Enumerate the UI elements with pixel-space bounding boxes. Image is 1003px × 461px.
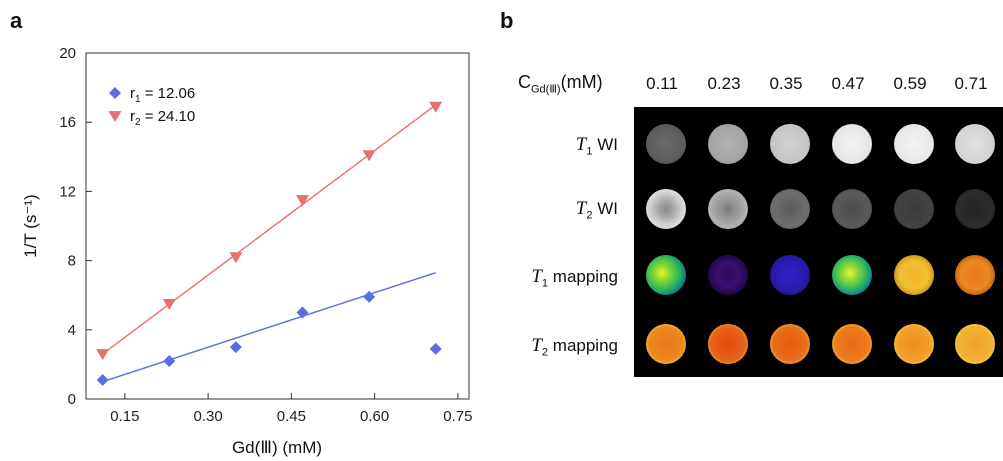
row-label-t1-wi: T1 WI <box>575 134 618 158</box>
phantom-t2wi-3 <box>832 189 872 229</box>
x-tick-label-4: 0.75 <box>443 408 472 425</box>
y-tick-label-4: 16 <box>59 114 76 131</box>
phantom-t1map-3 <box>832 255 872 295</box>
conc-0: 0.11 <box>646 74 678 93</box>
phantom-t2wi-1 <box>708 189 748 229</box>
phantom-t2wi-2 <box>770 189 810 229</box>
row-label-t2-mapping: T2 mapping <box>531 335 618 359</box>
y-tick-label-5: 20 <box>59 45 76 62</box>
phantom-t1wi-0 <box>646 124 686 164</box>
phantom-t1map-1 <box>708 255 748 295</box>
row-label-t1-mapping: T1 mapping <box>531 266 618 290</box>
phantom-t2map-4 <box>894 324 934 364</box>
phantom-t2map-1 <box>708 324 748 364</box>
panel-a-label: a <box>10 8 23 33</box>
conc-4: 0.59 <box>893 74 927 93</box>
phantom-t2wi-0 <box>646 189 686 229</box>
point-series-1-5 <box>429 101 443 113</box>
point-series-1-3 <box>295 195 309 207</box>
point-series-0-5 <box>429 342 442 355</box>
y-tick-label-1: 4 <box>68 322 76 339</box>
point-series-0-2 <box>229 341 242 354</box>
legend-marker-r2 <box>108 111 122 123</box>
mri-image-panel <box>634 107 1003 377</box>
x-tick-label-3: 0.60 <box>360 408 389 425</box>
y-tick-label-2: 8 <box>68 253 76 270</box>
relaxivity-chart: 0.15 0.30 0.45 0.60 0.75 0 4 8 12 16 20 Gd(Ⅲ) (mM)… <box>21 45 473 457</box>
phantom-t1map-4 <box>894 255 934 295</box>
point-series-1-0 <box>96 349 110 361</box>
point-series-1-1 <box>162 298 176 311</box>
phantom-t1wi-1 <box>708 124 748 164</box>
point-series-0-1 <box>163 354 176 367</box>
phantom-t1wi-2 <box>770 124 810 164</box>
conc-3: 0.47 <box>831 74 865 93</box>
phantom-t2map-5 <box>955 324 995 364</box>
axis-ticks: 0.15 0.30 0.45 0.60 0.75 0 4 8 12 16 20 <box>59 45 472 425</box>
phantom-t1map-0 <box>646 255 686 295</box>
legend-label-r2: r2 = 24.10 <box>130 108 195 128</box>
fit-line-series-1 <box>102 104 437 355</box>
phantom-t2map-3 <box>832 324 872 364</box>
phantom-t1wi-3 <box>832 124 872 164</box>
concentration-header: CGd(Ⅲ)(mM) <box>518 72 603 96</box>
x-tick-label-2: 0.45 <box>277 408 306 425</box>
data-points <box>96 101 443 386</box>
conc-2: 0.35 <box>769 74 803 93</box>
fit-lines <box>102 104 437 383</box>
legend: r1 = 12.06 r2 = 24.10 <box>108 85 195 128</box>
legend-label-r1: r1 = 12.06 <box>130 85 195 105</box>
x-tick-label-1: 0.30 <box>194 408 223 425</box>
phantom-t2wi-5 <box>955 189 995 229</box>
phantom-t1wi-5 <box>955 124 995 164</box>
point-series-1-4 <box>362 150 376 162</box>
conc-5: 0.71 <box>954 74 988 93</box>
phantom-t2map-2 <box>770 324 810 364</box>
y-tick-label-0: 0 <box>68 391 76 408</box>
phantom-t1wi-4 <box>894 124 934 164</box>
point-series-0-0 <box>96 373 109 386</box>
point-series-0-3 <box>296 306 309 319</box>
x-tick-label-0: 0.15 <box>110 408 139 425</box>
y-tick-label-3: 12 <box>59 183 76 200</box>
row-label-t2-wi: T2 WI <box>575 198 618 222</box>
phantom-t2map-0 <box>646 324 686 364</box>
point-series-1-2 <box>229 252 243 264</box>
phantom-t1map-5 <box>955 255 995 295</box>
point-series-0-4 <box>363 290 376 303</box>
legend-marker-r1 <box>109 87 121 99</box>
fit-line-series-0 <box>102 272 436 383</box>
conc-1: 0.23 <box>707 74 741 93</box>
phantom-t2wi-4 <box>894 189 934 229</box>
x-axis-title: Gd(Ⅲ) (mM) <box>232 438 322 457</box>
y-axis-title: 1/T (s⁻¹) <box>21 194 40 257</box>
plot-frame <box>85 52 470 400</box>
phantom-t1map-2 <box>770 255 810 295</box>
panel-b-label: b <box>500 8 514 33</box>
